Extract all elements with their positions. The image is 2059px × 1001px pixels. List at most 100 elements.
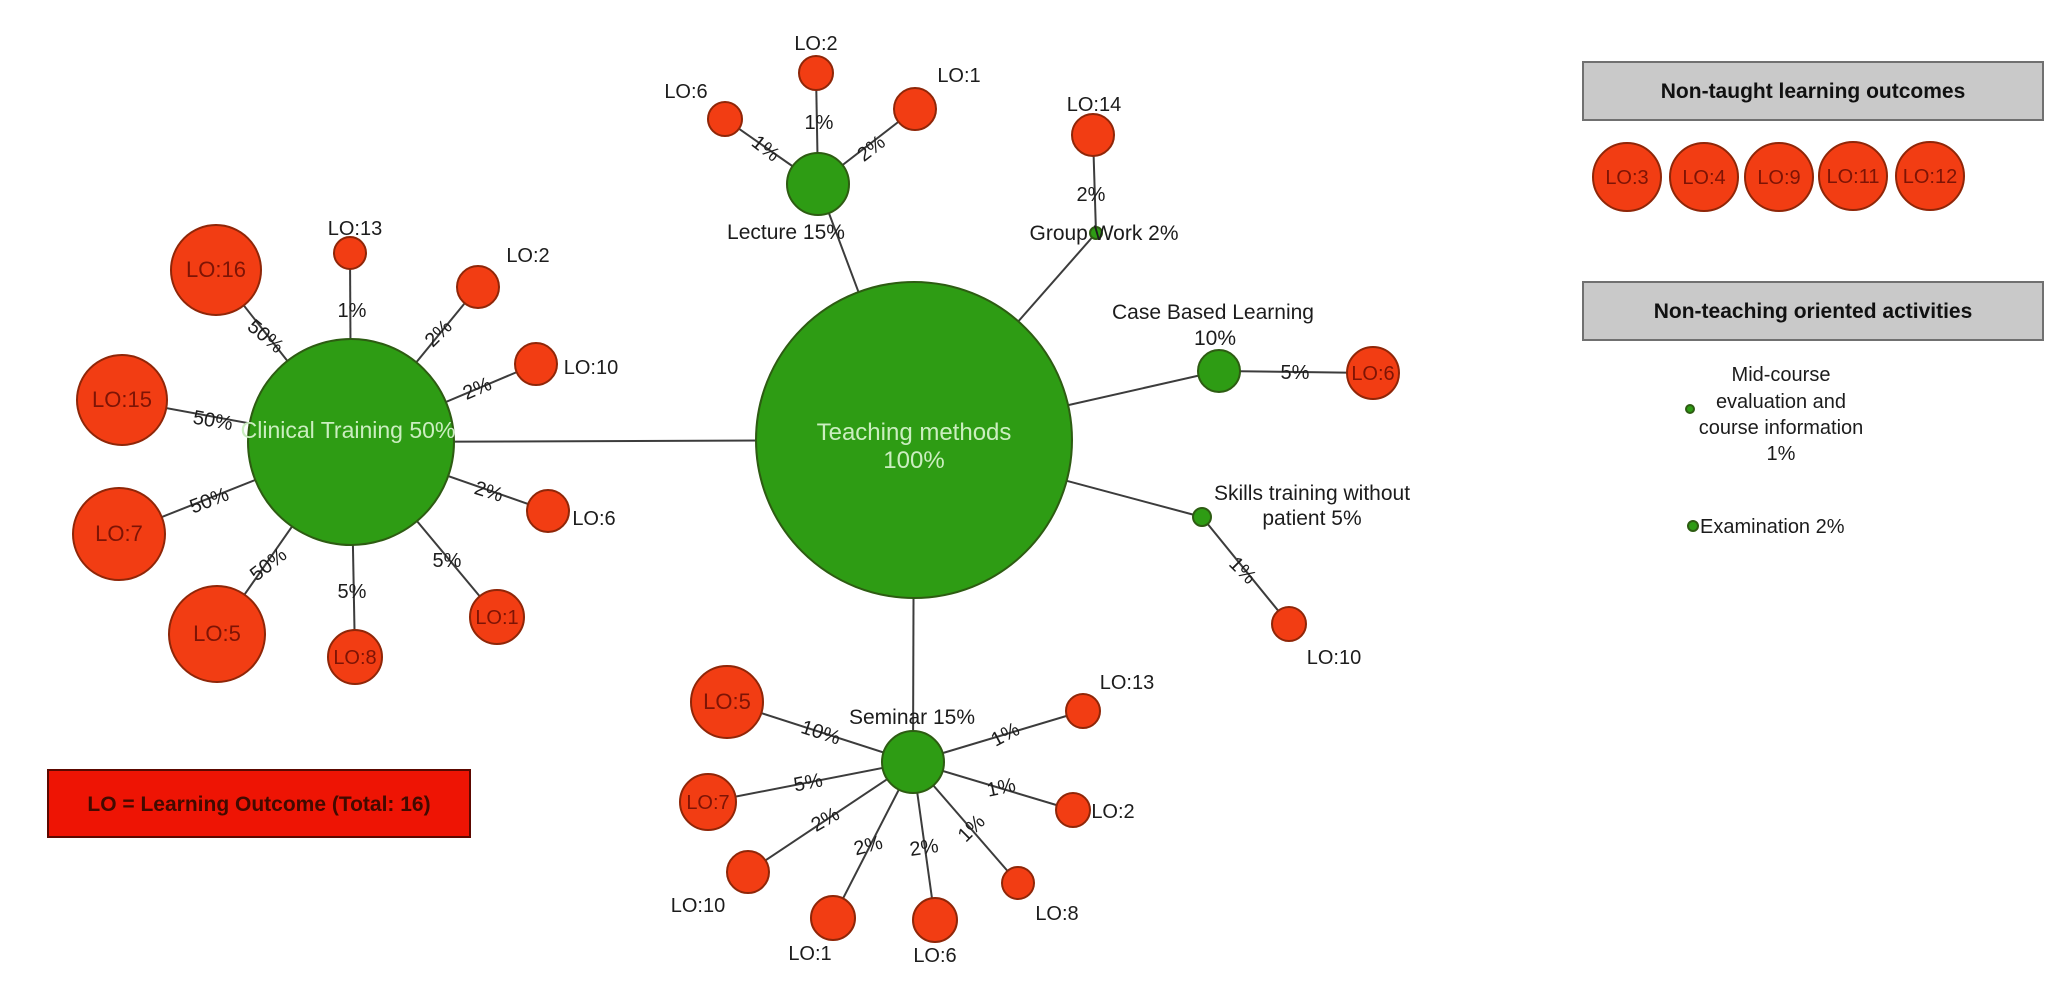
case-based-learning-pct: 10%	[1194, 327, 1236, 350]
edge-skills-lo10	[1201, 516, 1290, 625]
seminar-lo5-label: LO:5	[703, 689, 751, 714]
lo-note-box	[47, 769, 471, 838]
lo-note-text: LO = Learning Outcome (Total: 16)	[87, 793, 430, 816]
teaching-methods-node	[755, 281, 1073, 599]
clinical-lo8-label: LO:8	[333, 647, 376, 669]
edge-seminar-lo7	[707, 761, 914, 803]
legend-non-taught-title: Non-taught learning outcomes	[1661, 80, 1966, 103]
seminar-label: Seminar 15%	[849, 706, 975, 729]
seminar-lo10-pct-label: 2%	[807, 803, 843, 837]
case-based-lo6-node	[1346, 346, 1400, 400]
seminar-lo7-node	[679, 773, 737, 831]
skills-training-node	[1192, 507, 1212, 527]
lecture-node	[786, 152, 850, 216]
lecture-lo6-label: LO:6	[664, 81, 707, 103]
lecture-lo2-label: LO:2	[794, 33, 837, 55]
seminar-lo13-node	[1065, 693, 1101, 729]
clinical-lo16-node	[170, 224, 262, 316]
seminar-lo6-label: LO:6	[913, 945, 956, 967]
clinical-training-label: Clinical Training 50%	[241, 417, 456, 443]
clinical-lo10-label: LO:10	[564, 357, 618, 379]
skills-training-label-line1: Skills training without	[1214, 482, 1410, 505]
examination-node	[1687, 520, 1699, 532]
seminar-lo8-node	[1001, 866, 1035, 900]
seminar-lo7-label: LO:7	[686, 792, 729, 814]
lecture-lo2-node	[798, 55, 834, 91]
lecture-lo6-pct-label: 1%	[747, 131, 783, 166]
clinical-lo13-label: LO:13	[328, 218, 382, 240]
case-based-lo6-label: LO:6	[1351, 363, 1394, 385]
skills-lo10-node	[1271, 606, 1307, 642]
clinical-lo6-pct-label: 2%	[472, 477, 506, 507]
teaching-methods-label: Teaching methods	[817, 419, 1012, 446]
skills-training-label-line2: patient 5%	[1262, 507, 1361, 530]
clinical-lo13-pct-label: 1%	[338, 300, 367, 322]
seminar-lo2-label: LO:2	[1091, 801, 1134, 823]
clinical-lo1-label: LO:1	[475, 607, 518, 629]
seminar-lo2-node	[1055, 792, 1091, 828]
lo-note: LO = Learning Outcome (Total: 16)	[47, 769, 471, 838]
legend-non-teaching-title: Non-teaching oriented activities	[1654, 300, 1973, 323]
lecture-lo6-node	[707, 101, 743, 137]
lecture-lo1-node	[893, 87, 937, 131]
clinical-lo2-label: LO:2	[506, 245, 549, 267]
clinical-lo15-label: LO:15	[92, 387, 152, 412]
clinical-lo13-node	[333, 236, 367, 270]
legend-lo4-node	[1669, 142, 1739, 212]
seminar-lo7-pct-label: 5%	[792, 769, 825, 796]
seminar-lo1-label: LO:1	[788, 943, 831, 965]
clinical-lo5-pct-label: 50%	[246, 544, 291, 586]
clinical-lo8-node	[327, 629, 383, 685]
clinical-lo1-pct-label: 5%	[433, 550, 462, 572]
seminar-lo1-node	[810, 895, 856, 941]
edge-seminar-lo10	[747, 761, 914, 873]
seminar-lo6-pct-label: 2%	[908, 835, 940, 861]
lecture-lo2-pct-label: 1%	[805, 112, 834, 134]
group-work-label: Group Work 2%	[1030, 222, 1179, 245]
seminar-lo13-label: LO:13	[1100, 672, 1154, 694]
clinical-lo16-label: LO:16	[186, 257, 246, 282]
clinical-lo7-label: LO:7	[95, 521, 143, 546]
legend-lo4-label: LO:4	[1682, 167, 1725, 189]
clinical-lo6-label: LO:6	[572, 508, 615, 530]
legend-non-taught: Non-taught learning outcomes LO:3 LO:4 L…	[1582, 61, 2044, 212]
legend-non-teaching-box	[1582, 281, 2044, 341]
clinical-lo5-node	[168, 585, 266, 683]
legend-lo11-node	[1818, 141, 1888, 211]
case-based-learning-label: Case Based Learning	[1112, 301, 1314, 324]
legend-lo12-label: LO:12	[1903, 166, 1957, 188]
seminar-lo10-label: LO:10	[671, 895, 725, 917]
lecture-lo1-label: LO:1	[937, 65, 980, 87]
group-work-lo14-node	[1071, 113, 1115, 157]
case-based-lo6-pct-label: 5%	[1281, 362, 1310, 384]
seminar-lo1-pct-label: 2%	[851, 832, 885, 861]
examination-label: Examination 2%	[1700, 516, 1845, 538]
group-work-node	[1089, 226, 1103, 240]
legend-lo9-node	[1744, 142, 1814, 212]
mid-course-label-line2: evaluation and	[1716, 391, 1846, 413]
legend-non-teaching: Non-teaching oriented activities Mid-cou…	[1582, 281, 2044, 538]
seminar-lo2-pct-label: 1%	[985, 774, 1018, 802]
lecture-label: Lecture 15%	[727, 221, 845, 244]
seminar-lo5-pct-label: 10%	[798, 716, 843, 749]
clinical-lo10-pct-label: 2%	[460, 373, 495, 405]
seminar-lo5-node	[690, 665, 764, 739]
clinical-lo7-pct-label: 50%	[187, 483, 232, 518]
clinical-lo15-pct-label: 50%	[191, 407, 234, 436]
seminar-lo10-node	[726, 850, 770, 894]
legend-lo3-label: LO:3	[1605, 167, 1648, 189]
legend-lo12-node	[1895, 141, 1965, 211]
lecture-lo1-pct-label: 2%	[853, 131, 889, 166]
seminar-node	[881, 730, 945, 794]
seminar-lo13-pct-label: 1%	[988, 718, 1024, 751]
clinical-lo8-pct-label: 5%	[338, 581, 367, 603]
clinical-lo2-node	[456, 265, 500, 309]
legend-lo11-label: LO:11	[1827, 166, 1880, 188]
legend-lo9-label: LO:9	[1757, 167, 1800, 189]
mid-course-label-line3: course information	[1699, 417, 1864, 439]
clinical-lo15-node	[76, 354, 168, 446]
legend-lo3-node	[1592, 142, 1662, 212]
case-based-learning-node	[1197, 349, 1241, 393]
